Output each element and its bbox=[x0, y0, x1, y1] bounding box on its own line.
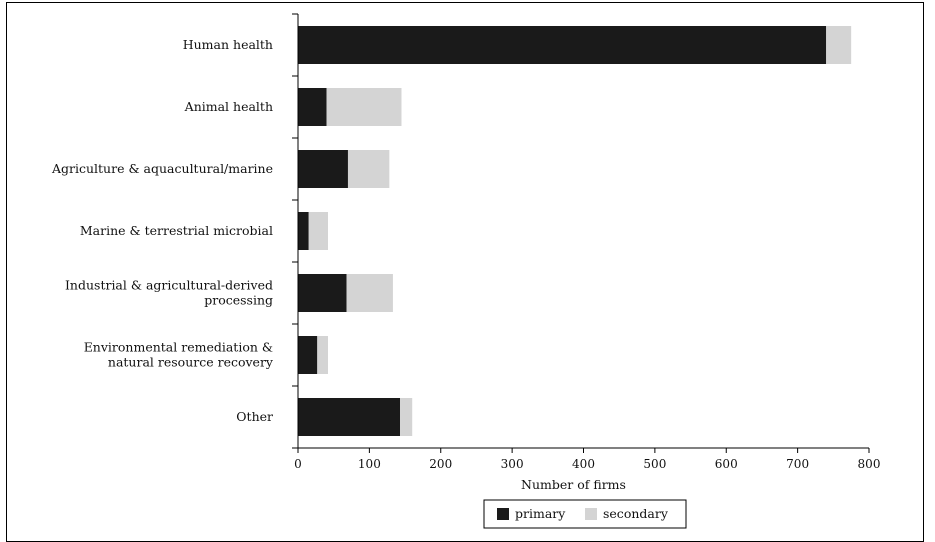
category-label-2: Agriculture & aquacultural/marine bbox=[51, 161, 273, 176]
category-label-4: Industrial & agricultural-derived process… bbox=[65, 278, 273, 308]
bar-primary-4 bbox=[298, 274, 347, 312]
x-tick-label-5: 500 bbox=[643, 457, 666, 471]
category-label-line: Marine & terrestrial microbial bbox=[80, 223, 273, 238]
category-labels: Human health Animal health Agriculture & a… bbox=[51, 37, 274, 424]
x-tick-label-0: 0 bbox=[294, 457, 302, 471]
category-label-line: Agriculture & aquacultural/marine bbox=[51, 161, 273, 176]
bar-primary-1 bbox=[298, 88, 327, 126]
bar-primary-6 bbox=[298, 398, 401, 436]
legend-swatch-primary bbox=[497, 508, 509, 520]
category-label-6: Other bbox=[236, 409, 273, 424]
category-label-5: Environmental remediation & natural resou… bbox=[84, 340, 274, 370]
legend-label-secondary: secondary bbox=[603, 506, 669, 521]
category-label-line: Environmental remediation & bbox=[84, 340, 273, 355]
bar-secondary-1 bbox=[326, 88, 402, 126]
x-tick-label-8: 800 bbox=[858, 457, 881, 471]
bars-group bbox=[298, 26, 852, 436]
category-label-line: Industrial & agricultural-derived bbox=[65, 278, 273, 293]
x-tick-label-1: 100 bbox=[358, 457, 381, 471]
category-label-line: Other bbox=[236, 409, 273, 424]
legend: primary secondary bbox=[483, 499, 687, 529]
x-tick-label-2: 200 bbox=[429, 457, 452, 471]
bar-secondary-2 bbox=[347, 150, 390, 188]
bar-secondary-4 bbox=[346, 274, 393, 312]
x-tick-label-7: 700 bbox=[786, 457, 809, 471]
bar-primary-0 bbox=[298, 26, 827, 64]
bar-primary-3 bbox=[298, 212, 309, 250]
x-tick-label-6: 600 bbox=[715, 457, 738, 471]
x-axis-title: Number of firms bbox=[521, 477, 626, 492]
category-label-line: processing bbox=[204, 293, 273, 308]
category-label-1: Animal health bbox=[184, 99, 273, 114]
x-tick-label-3: 300 bbox=[501, 457, 524, 471]
category-label-line: Animal health bbox=[184, 99, 273, 114]
bar-secondary-0 bbox=[826, 26, 852, 64]
bar-primary-2 bbox=[298, 150, 348, 188]
bar-secondary-5 bbox=[317, 336, 328, 374]
bar-secondary-3 bbox=[308, 212, 328, 250]
category-label-0: Human health bbox=[183, 37, 273, 52]
legend-swatch-secondary bbox=[585, 508, 597, 520]
axes-group: 0 100 200 300 400 500 600 700 800 bbox=[292, 13, 881, 471]
category-label-line: natural resource recovery bbox=[108, 355, 274, 370]
legend-label-primary: primary bbox=[515, 506, 566, 521]
category-label-3: Marine & terrestrial microbial bbox=[80, 223, 273, 238]
bar-primary-5 bbox=[298, 336, 318, 374]
category-label-line: Human health bbox=[183, 37, 273, 52]
x-tick-label-4: 400 bbox=[572, 457, 595, 471]
bar-secondary-6 bbox=[400, 398, 413, 436]
